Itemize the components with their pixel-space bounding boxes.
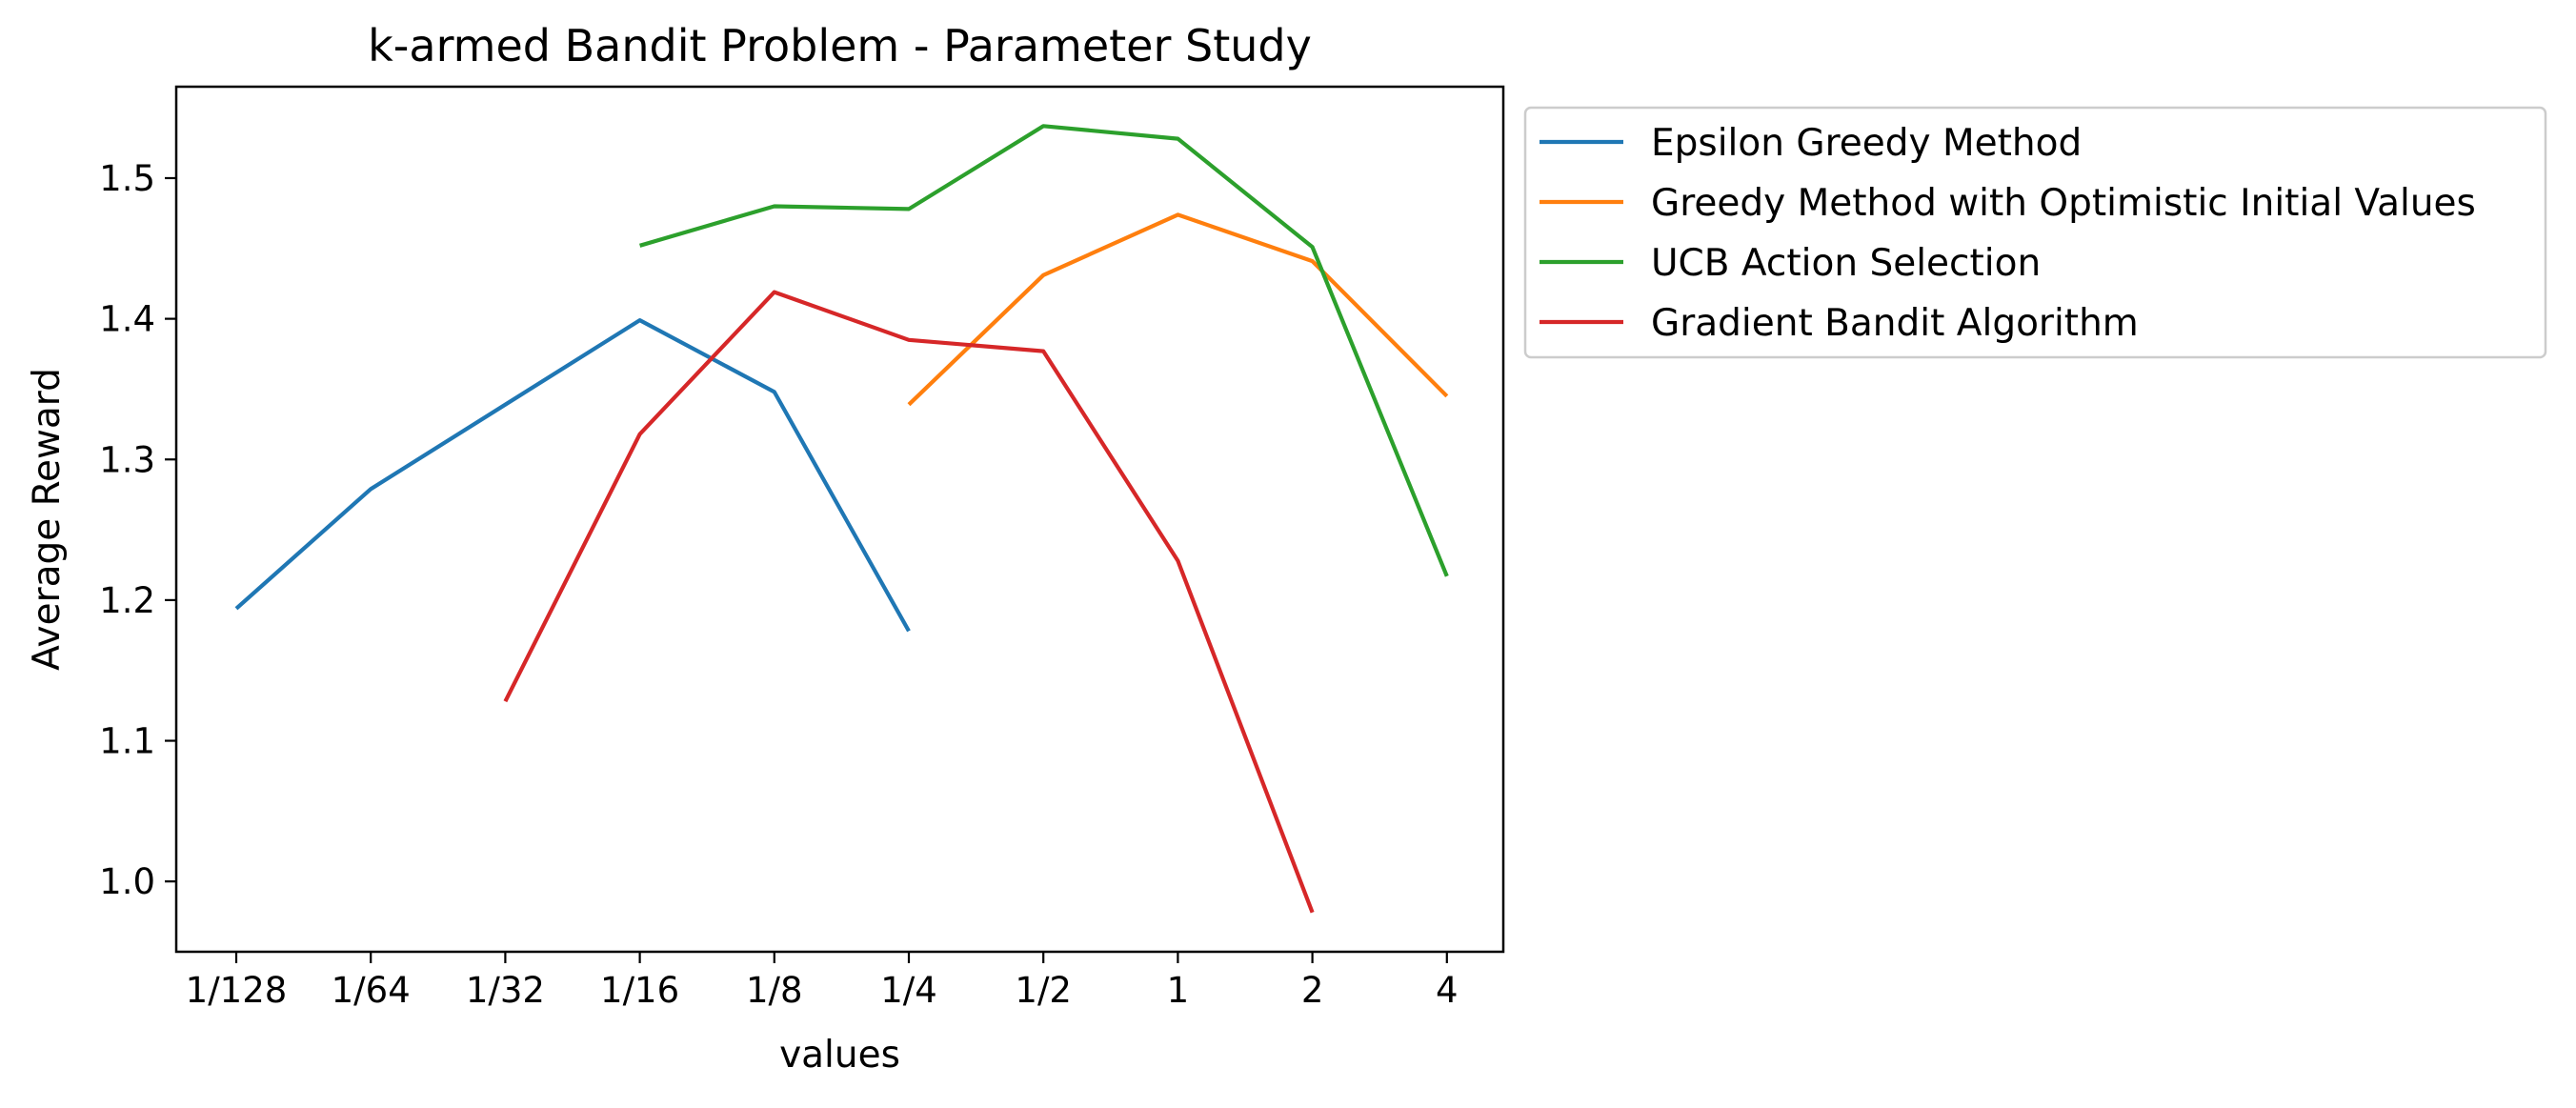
x-tick-label: 1/32 [466,970,545,1011]
legend-entry-label: Gradient Bandit Algorithm [1651,302,2139,345]
x-tick-label: 1/8 [746,970,803,1011]
y-tick-label: 1.3 [99,439,155,480]
y-axis-title: Average Reward [26,368,69,671]
x-tick-label: 1 [1167,970,1190,1011]
legend-box [1523,106,2547,359]
y-tick-label: 1.0 [99,861,155,902]
x-tick-label: 4 [1436,970,1459,1011]
y-tick-label: 1.4 [99,299,155,340]
x-axis-title: values [779,1034,900,1077]
x-tick-label: 1/64 [332,970,411,1011]
legend-entry-label: Greedy Method with Optimistic Initial Va… [1651,182,2476,225]
x-tick-label: 1/4 [880,970,937,1011]
legend-entry-label: Epsilon Greedy Method [1651,122,2082,165]
x-tick-label: 1/2 [1015,970,1072,1011]
y-axis: 1.0 1.1 1.2 1.3 1.4 1.5 [99,158,176,902]
y-tick-label: 1.1 [99,721,155,762]
series-line-gradient-bandit-algorithm [503,290,1315,914]
series-line-epsilon-greedy-method [234,318,911,633]
series-line-greedy-method-with-optimistic-initial-values [907,212,1449,407]
x-tick-label: 2 [1301,970,1324,1011]
x-tick-label: 1/16 [600,970,679,1011]
x-tick-label: 1/128 [186,970,288,1011]
legend-entry-label: UCB Action Selection [1651,242,2041,285]
x-axis: 1/128 1/64 1/32 1/16 1/8 1/4 1/2 1 2 4 [186,952,1459,1011]
plot-frame [174,85,1505,954]
legend: Epsilon Greedy Method Greedy Method with … [1523,106,2547,359]
y-tick-label: 1.2 [99,580,155,621]
chart-title: k-armed Bandit Problem - Parameter Study [368,20,1312,71]
y-tick-label: 1.5 [99,158,155,199]
series-lines [234,124,1449,914]
series-line-ucb-action-selection [639,124,1449,577]
